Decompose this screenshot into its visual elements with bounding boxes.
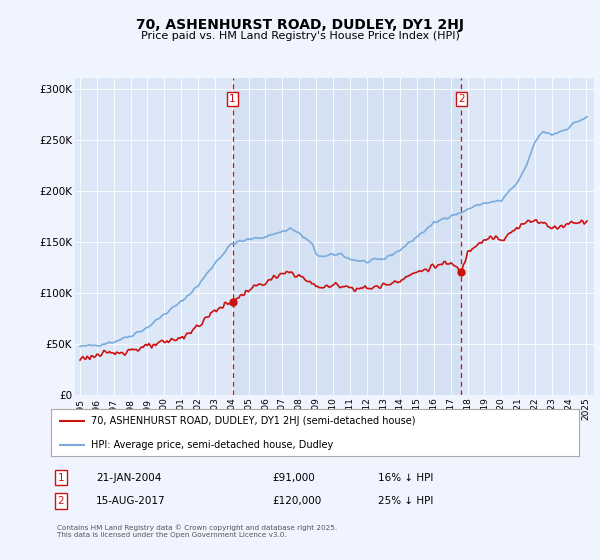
Text: 25% ↓ HPI: 25% ↓ HPI bbox=[379, 496, 434, 506]
Text: HPI: Average price, semi-detached house, Dudley: HPI: Average price, semi-detached house,… bbox=[91, 440, 333, 450]
Text: 21-JAN-2004: 21-JAN-2004 bbox=[96, 473, 161, 483]
Bar bbox=[233, 78, 461, 395]
Text: £91,000: £91,000 bbox=[273, 473, 316, 483]
Text: 2: 2 bbox=[458, 94, 464, 104]
Text: 16% ↓ HPI: 16% ↓ HPI bbox=[379, 473, 434, 483]
Text: Contains HM Land Registry data © Crown copyright and database right 2025.
This d: Contains HM Land Registry data © Crown c… bbox=[58, 525, 337, 538]
Text: Price paid vs. HM Land Registry's House Price Index (HPI): Price paid vs. HM Land Registry's House … bbox=[140, 31, 460, 41]
Text: £120,000: £120,000 bbox=[273, 496, 322, 506]
Text: 70, ASHENHURST ROAD, DUDLEY, DY1 2HJ (semi-detached house): 70, ASHENHURST ROAD, DUDLEY, DY1 2HJ (se… bbox=[91, 416, 415, 426]
Text: 70, ASHENHURST ROAD, DUDLEY, DY1 2HJ: 70, ASHENHURST ROAD, DUDLEY, DY1 2HJ bbox=[136, 18, 464, 32]
Text: 1: 1 bbox=[58, 473, 64, 483]
Text: 2: 2 bbox=[58, 496, 64, 506]
Text: 15-AUG-2017: 15-AUG-2017 bbox=[96, 496, 166, 506]
Text: 1: 1 bbox=[229, 94, 236, 104]
